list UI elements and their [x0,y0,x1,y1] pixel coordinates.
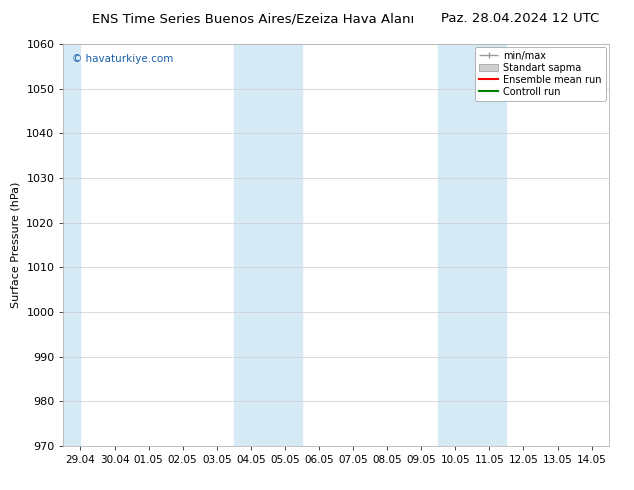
Bar [234,44,268,446]
Y-axis label: Surface Pressure (hPa): Surface Pressure (hPa) [11,182,21,308]
Legend: min/max, Standart sapma, Ensemble mean run, Controll run: min/max, Standart sapma, Ensemble mean r… [475,47,605,100]
Text: © havaturkiye.com: © havaturkiye.com [72,54,173,64]
Bar [63,44,81,446]
Text: ENS Time Series Buenos Aires/Ezeiza Hava Alanı: ENS Time Series Buenos Aires/Ezeiza Hava… [93,12,415,25]
Bar [438,44,472,446]
Text: Paz. 28.04.2024 12 UTC: Paz. 28.04.2024 12 UTC [441,12,599,25]
Bar [268,44,302,446]
Bar [472,44,507,446]
